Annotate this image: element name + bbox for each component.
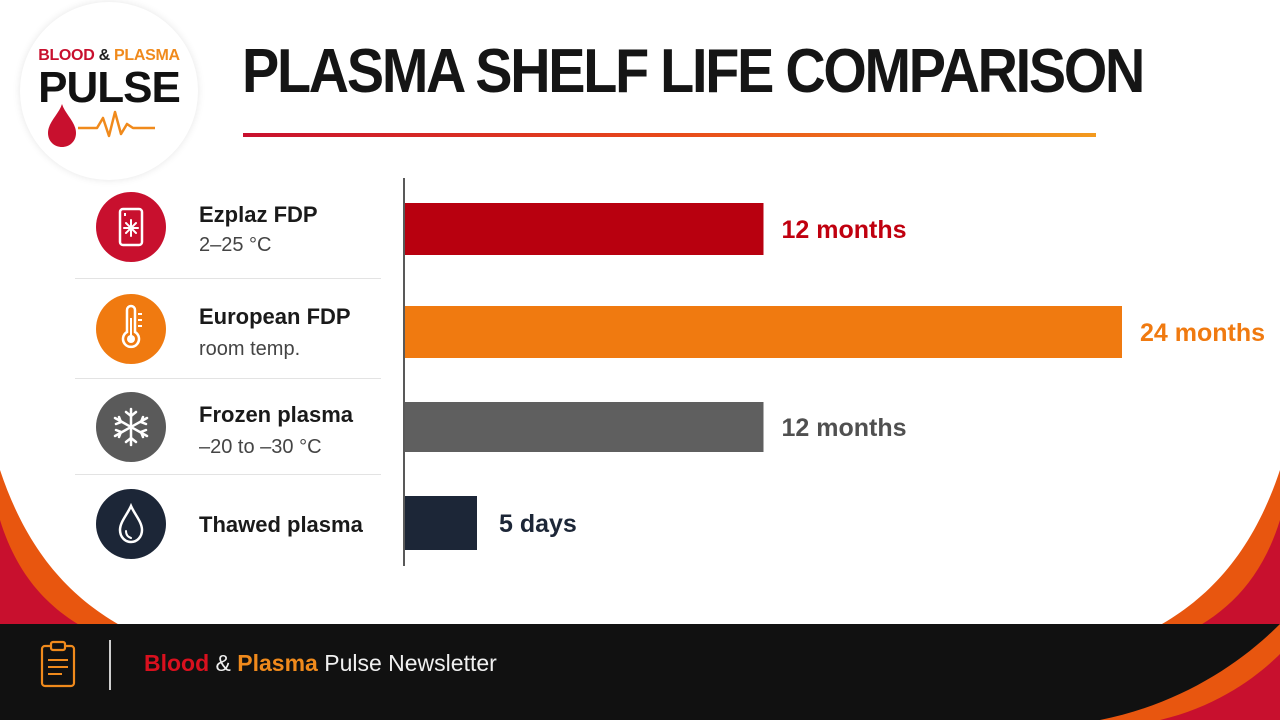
bar-european-fdp [405,306,1122,358]
thermometer-icon [96,294,166,364]
logo-tagline: BLOOD & PLASMA [38,47,180,64]
row-thawed-plasma: Thawed plasma [75,478,381,568]
bar-thawed-plasma [405,496,477,550]
row-frozen-plasma: Frozen plasma –20 to –30 °C [75,380,381,474]
value-label: 5 days [499,510,577,538]
row-divider [75,278,381,279]
page-title: PLASMA SHELF LIFE COMPARISON [242,37,1145,106]
footer-bar: Blood & Plasma Pulse Newsletter [0,624,1280,720]
title-underline [243,133,1096,137]
value-label: 24 months [1140,319,1265,347]
row-sublabel: 2–25 °C [199,234,272,256]
bar-ezplaz-fdp [405,203,764,255]
row-european-fdp: European FDP room temp. [75,282,381,376]
bar-frozen-plasma [405,402,764,452]
row-label: Thawed plasma [199,512,363,537]
footer-newsletter-title: Blood & Plasma Pulse Newsletter [144,650,497,676]
clipboard-icon [40,640,76,688]
fridge-snowflake-icon [96,192,166,262]
footer-divider [109,640,111,690]
blood-drop-heartbeat-icon [48,104,155,147]
footer-swoosh [1100,624,1280,720]
row-divider [75,474,381,475]
value-label: 12 months [782,414,907,442]
value-label: 12 months [782,216,907,244]
row-sublabel: –20 to –30 °C [199,436,322,458]
row-divider [75,378,381,379]
row-label: Frozen plasma [199,402,354,427]
logo-wordmark: PULSE [38,63,181,112]
row-ezplaz-fdp: Ezplaz FDP 2–25 °C [75,180,381,276]
brand-logo: BLOOD & PLASMA PULSE [20,2,198,180]
row-sublabel: room temp. [199,338,301,360]
snowflake-icon [96,392,166,462]
row-label: European FDP [199,304,351,329]
row-label: Ezplaz FDP [199,202,318,227]
droplet-icon [96,489,166,559]
